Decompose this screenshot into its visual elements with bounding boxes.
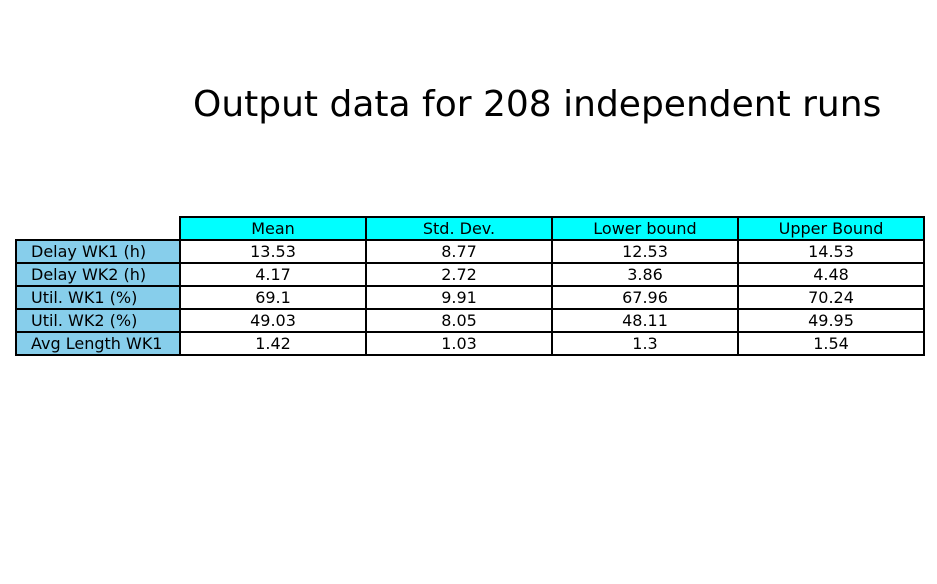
row-header: Delay WK2 (h) (15, 262, 181, 287)
row-header: Util. WK1 (%) (15, 285, 181, 310)
column-header: Mean (179, 216, 367, 241)
table-cell: 8.05 (365, 308, 553, 333)
table-cell: 49.03 (179, 308, 367, 333)
row-header: Util. WK2 (%) (15, 308, 181, 333)
corner-cell (16, 217, 180, 240)
table-cell: 14.53 (737, 239, 925, 264)
table-cell: 67.96 (551, 285, 739, 310)
column-header: Upper Bound (737, 216, 925, 241)
table-cell: 9.91 (365, 285, 553, 310)
results-table: Mean Std. Dev. Lower bound Upper Bound D… (15, 216, 925, 356)
row-header: Avg Length WK1 (15, 331, 181, 356)
table-cell: 4.17 (179, 262, 367, 287)
column-header: Std. Dev. (365, 216, 553, 241)
table-cell: 13.53 (179, 239, 367, 264)
header-row: Mean Std. Dev. Lower bound Upper Bound (16, 216, 925, 241)
table-cell: 2.72 (365, 262, 553, 287)
table-row: Delay WK2 (h) 4.17 2.72 3.86 4.48 (15, 262, 925, 287)
row-header: Delay WK1 (h) (15, 239, 181, 264)
table-row: Avg Length WK1 1.42 1.03 1.3 1.54 (15, 331, 925, 356)
table-row: Delay WK1 (h) 13.53 8.77 12.53 14.53 (15, 239, 925, 264)
table-row: Util. WK1 (%) 69.1 9.91 67.96 70.24 (15, 285, 925, 310)
chart-title: Output data for 208 independent runs (193, 84, 882, 125)
table-cell: 1.03 (365, 331, 553, 356)
table-cell: 48.11 (551, 308, 739, 333)
table-cell: 70.24 (737, 285, 925, 310)
table-cell: 1.3 (551, 331, 739, 356)
table-cell: 4.48 (737, 262, 925, 287)
table-cell: 69.1 (179, 285, 367, 310)
table-cell: 49.95 (737, 308, 925, 333)
table-cell: 1.54 (737, 331, 925, 356)
table-cell: 8.77 (365, 239, 553, 264)
table-cell: 3.86 (551, 262, 739, 287)
table-row: Util. WK2 (%) 49.03 8.05 48.11 49.95 (15, 308, 925, 333)
column-header: Lower bound (551, 216, 739, 241)
table-cell: 1.42 (179, 331, 367, 356)
table-cell: 12.53 (551, 239, 739, 264)
